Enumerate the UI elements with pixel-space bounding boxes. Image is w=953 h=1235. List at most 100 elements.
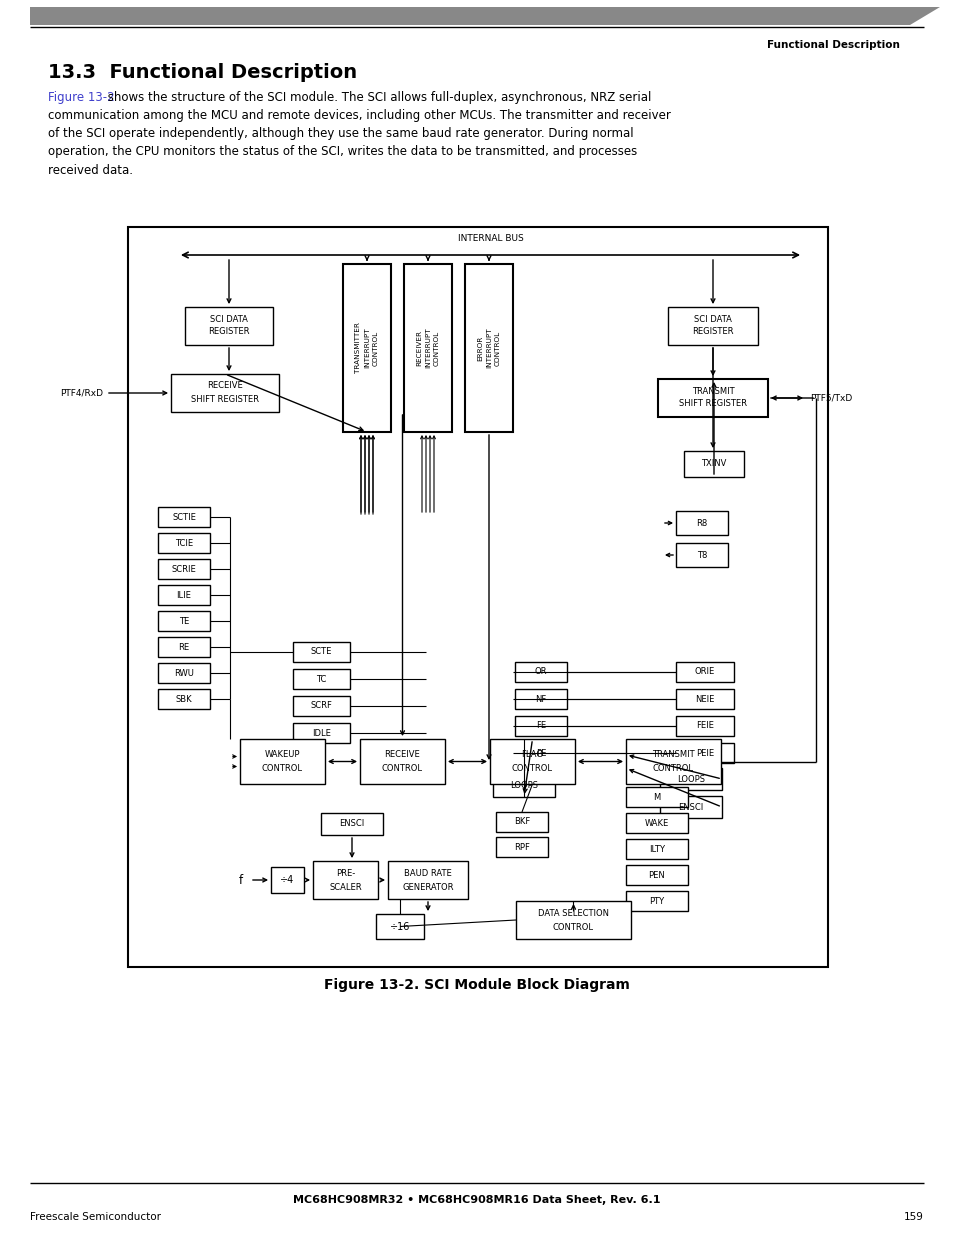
- Text: SCRIE: SCRIE: [172, 564, 196, 573]
- Bar: [320, 813, 382, 835]
- Text: PTY: PTY: [649, 897, 664, 905]
- Text: PEIE: PEIE: [695, 748, 713, 757]
- Text: SCTE: SCTE: [311, 647, 332, 657]
- Text: ILTY: ILTY: [648, 845, 664, 853]
- Text: FE: FE: [536, 721, 545, 730]
- Text: REGISTER: REGISTER: [692, 327, 733, 336]
- Text: Figure 13-2: Figure 13-2: [48, 91, 114, 105]
- Text: CONTROL: CONTROL: [262, 764, 303, 773]
- Text: of the SCI operate independently, although they use the same baud rate generator: of the SCI operate independently, althou…: [48, 127, 633, 141]
- Text: communication among the MCU and remote devices, including other MCUs. The transm: communication among the MCU and remote d…: [48, 110, 670, 122]
- Text: RECEIVE: RECEIVE: [207, 382, 243, 390]
- Text: PTF4/RxD: PTF4/RxD: [60, 389, 103, 398]
- Bar: [676, 716, 733, 736]
- Text: R8: R8: [696, 519, 707, 527]
- Text: ENSCI: ENSCI: [339, 820, 364, 829]
- Text: RWU: RWU: [173, 668, 193, 678]
- Bar: [625, 864, 687, 885]
- Text: received data.: received data.: [48, 163, 132, 177]
- Text: f: f: [238, 873, 243, 887]
- Text: 159: 159: [903, 1212, 923, 1221]
- Bar: [625, 890, 687, 911]
- Text: SCALER: SCALER: [329, 883, 361, 892]
- Bar: [158, 637, 210, 657]
- Bar: [388, 861, 468, 899]
- Text: TC: TC: [316, 674, 326, 683]
- Bar: [515, 689, 566, 709]
- Text: GENERATOR: GENERATOR: [402, 883, 454, 892]
- Text: INTERNAL BUS: INTERNAL BUS: [457, 233, 523, 243]
- Text: FLAG: FLAG: [521, 750, 543, 760]
- Text: ÷16: ÷16: [390, 921, 410, 931]
- Text: PTF5/TxD: PTF5/TxD: [809, 394, 851, 403]
- Bar: [676, 743, 733, 763]
- Text: SHIFT REGISTER: SHIFT REGISTER: [679, 399, 746, 409]
- Text: Functional Description: Functional Description: [766, 40, 899, 49]
- Bar: [271, 867, 304, 893]
- Bar: [293, 722, 350, 743]
- Bar: [516, 902, 630, 939]
- Bar: [293, 642, 350, 662]
- Text: LOOPS: LOOPS: [510, 781, 537, 790]
- Text: PEN: PEN: [648, 871, 664, 879]
- Text: CONTROL: CONTROL: [652, 764, 693, 773]
- Text: TRANSMIT: TRANSMIT: [691, 387, 734, 395]
- Bar: [375, 914, 423, 939]
- Text: DATA SELECTION: DATA SELECTION: [537, 909, 608, 918]
- Bar: [313, 861, 377, 899]
- Bar: [493, 774, 555, 797]
- Bar: [240, 739, 325, 784]
- Text: TE: TE: [178, 616, 189, 625]
- Bar: [158, 559, 210, 579]
- Text: BAUD RATE: BAUD RATE: [404, 868, 452, 878]
- Text: ILIE: ILIE: [176, 590, 192, 599]
- Text: SBK: SBK: [175, 694, 193, 704]
- Bar: [515, 716, 566, 736]
- Bar: [158, 508, 210, 527]
- Text: TRANSMITTER
INTERRUPT
CONTROL: TRANSMITTER INTERRUPT CONTROL: [355, 322, 378, 373]
- Text: SHIFT REGISTER: SHIFT REGISTER: [191, 394, 258, 404]
- Text: NF: NF: [535, 694, 546, 704]
- Bar: [158, 611, 210, 631]
- Text: shows the structure of the SCI module. The SCI allows full-duplex, asynchronous,: shows the structure of the SCI module. T…: [104, 91, 651, 105]
- Bar: [185, 308, 273, 345]
- Polygon shape: [30, 7, 939, 25]
- Text: T8: T8: [696, 551, 706, 559]
- Text: REGISTER: REGISTER: [208, 327, 250, 336]
- Text: RPF: RPF: [514, 842, 529, 851]
- Text: operation, the CPU monitors the status of the SCI, writes the data to be transmi: operation, the CPU monitors the status o…: [48, 146, 637, 158]
- Text: BKF: BKF: [514, 818, 530, 826]
- Bar: [158, 689, 210, 709]
- Bar: [515, 662, 566, 682]
- Bar: [403, 264, 452, 432]
- Bar: [293, 697, 350, 716]
- Text: TCIE: TCIE: [174, 538, 193, 547]
- Bar: [658, 379, 767, 417]
- Bar: [676, 662, 733, 682]
- Bar: [171, 374, 278, 412]
- Bar: [128, 227, 827, 967]
- Bar: [496, 837, 547, 857]
- Text: ENSCI: ENSCI: [678, 803, 703, 811]
- Text: RECEIVER
INTERRUPT
CONTROL: RECEIVER INTERRUPT CONTROL: [416, 327, 439, 368]
- Bar: [158, 585, 210, 605]
- Bar: [490, 739, 575, 784]
- Bar: [359, 739, 444, 784]
- Bar: [293, 669, 350, 689]
- Bar: [676, 543, 727, 567]
- Bar: [343, 264, 391, 432]
- Text: 13.3  Functional Description: 13.3 Functional Description: [48, 63, 356, 82]
- Text: WAKEUP: WAKEUP: [265, 750, 300, 760]
- Text: CONTROL: CONTROL: [512, 764, 553, 773]
- Bar: [625, 787, 687, 806]
- Bar: [515, 743, 566, 763]
- Text: M: M: [653, 793, 659, 802]
- Text: TXINV: TXINV: [700, 459, 726, 468]
- Text: IDLE: IDLE: [312, 729, 331, 737]
- Text: LOOPS: LOOPS: [677, 774, 704, 783]
- Bar: [676, 511, 727, 535]
- Text: CONTROL: CONTROL: [381, 764, 422, 773]
- Bar: [625, 739, 720, 784]
- Bar: [667, 308, 758, 345]
- Text: SCTIE: SCTIE: [172, 513, 195, 521]
